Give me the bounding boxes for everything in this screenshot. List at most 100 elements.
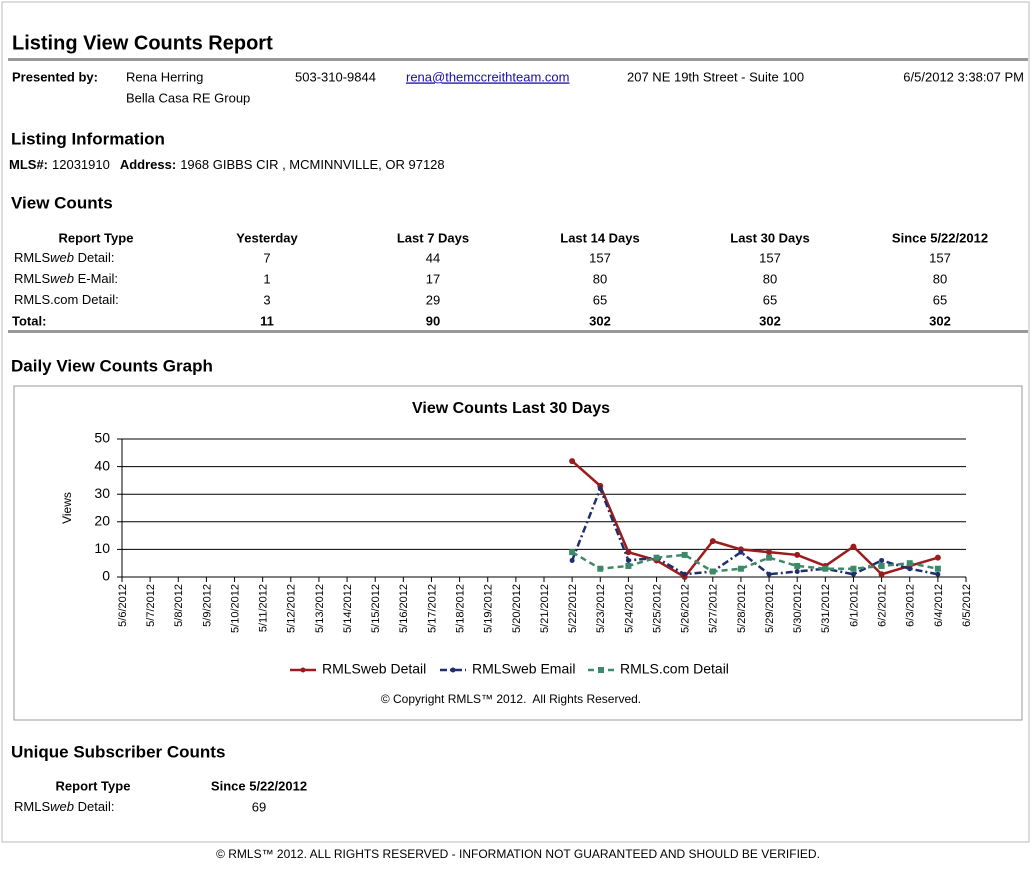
column-header: Report Type <box>56 778 131 793</box>
series-line <box>571 551 939 573</box>
row-label-part: RMLS <box>14 799 50 814</box>
chart-frame <box>13 385 1023 721</box>
x-tick-label: 5/11/2012 <box>258 584 270 632</box>
table-cell: 65 <box>933 292 947 307</box>
point <box>625 549 632 556</box>
point <box>794 551 801 558</box>
point <box>850 571 856 577</box>
column-header: Since 5/22/2012 <box>892 230 988 245</box>
presented-by-label: Presented by: <box>12 69 98 84</box>
point <box>934 554 941 561</box>
table-cell: 29 <box>426 292 440 307</box>
point <box>766 549 773 556</box>
address-label: Address: <box>120 157 176 172</box>
x-tick-label: 5/27/2012 <box>708 584 720 633</box>
total-cell: 302 <box>759 313 781 328</box>
row-label-part: Detail: <box>74 250 114 265</box>
row-label-part: E-Mail: <box>74 271 118 286</box>
generated-date: 6/5/2012 3:38:07 PM <box>903 69 1024 84</box>
table-cell: 80 <box>763 271 777 286</box>
table-cell: 65 <box>763 292 777 307</box>
x-tick-label: 5/10/2012 <box>229 584 241 633</box>
table-cell: 7 <box>263 250 270 265</box>
row-label: RMLS.com Detail: <box>14 292 119 307</box>
section-heading: Unique Subscriber Counts <box>11 742 225 761</box>
column-header: Report Type <box>59 230 134 245</box>
point <box>906 560 913 567</box>
page-border <box>1 1 1030 843</box>
x-tick-label: 5/25/2012 <box>651 584 663 633</box>
point <box>569 458 576 465</box>
footer-note: © RMLS™ 2012. ALL RIGHTS RESERVED - INFO… <box>216 847 820 861</box>
row-label: RMLSweb E-Mail: <box>14 271 118 286</box>
legend-marker <box>300 667 306 673</box>
x-tick-label: 5/19/2012 <box>483 584 495 633</box>
x-tick-label: 5/22/2012 <box>567 584 579 633</box>
x-tick-label: 5/8/2012 <box>173 584 185 627</box>
point <box>681 551 688 558</box>
point <box>709 538 716 545</box>
report-title: Listing View Counts Report <box>12 32 273 54</box>
point <box>907 566 913 572</box>
legend-label: RMLSweb Email <box>472 661 575 677</box>
point <box>682 571 688 577</box>
x-tick-label: 5/28/2012 <box>736 584 748 633</box>
row-label-part: web <box>50 799 74 814</box>
row-label-part: RMLS <box>14 250 50 265</box>
point <box>597 486 603 492</box>
chart-title: View Counts Last 30 Days <box>412 400 610 417</box>
point <box>879 557 885 563</box>
row-label-part: Detail: <box>74 799 114 814</box>
column-header: Yesterday <box>236 230 298 245</box>
point <box>850 565 857 572</box>
row-label: RMLSweb Detail: <box>14 250 114 265</box>
point <box>935 571 941 577</box>
total-cell: 302 <box>929 313 951 328</box>
table-cell: 3 <box>263 292 270 307</box>
table-cell: 69 <box>252 799 266 814</box>
y-axis-label: Views <box>60 492 74 524</box>
agent-email[interactable]: rena@themccreithteam.com <box>406 69 569 84</box>
legend-marker <box>598 667 604 673</box>
agent-name: Rena Herring <box>126 69 203 84</box>
total-cell: 302 <box>589 313 611 328</box>
column-header: Last 7 Days <box>397 230 469 245</box>
x-tick-label: 5/17/2012 <box>426 584 438 633</box>
point <box>569 549 576 556</box>
x-tick-label: 5/14/2012 <box>342 584 354 633</box>
x-tick-label: 5/9/2012 <box>201 584 213 627</box>
x-tick-label: 6/3/2012 <box>905 584 917 627</box>
legend-label: RMLS.com Detail <box>620 661 729 677</box>
point <box>738 549 744 555</box>
table-cell: 17 <box>426 271 440 286</box>
mls-number: 12031910 <box>52 157 110 172</box>
column-header: Last 30 Days <box>730 230 810 245</box>
total-cell: 90 <box>426 313 440 328</box>
x-tick-label: 5/21/2012 <box>539 584 551 633</box>
y-tick-label: 0 <box>102 568 110 584</box>
row-label-part: web <box>50 271 74 286</box>
x-tick-label: 6/2/2012 <box>877 584 889 627</box>
x-tick-label: 5/15/2012 <box>370 584 382 633</box>
series-line <box>571 460 939 579</box>
point <box>766 571 772 577</box>
table-cell: 1 <box>263 271 270 286</box>
point <box>737 565 744 572</box>
table-rule <box>8 330 1028 333</box>
x-tick-label: 5/6/2012 <box>117 584 129 627</box>
point <box>878 562 885 569</box>
agent-office: Bella Casa RE Group <box>126 90 250 105</box>
section-heading: Daily View Counts Graph <box>11 356 213 375</box>
point <box>822 565 829 572</box>
office-address: 207 NE 19th Street - Suite 100 <box>627 69 804 84</box>
row-label-part: web <box>50 250 74 265</box>
chart-copyright: © Copyright RMLS™ 2012. All Rights Reser… <box>381 692 641 706</box>
x-tick-label: 5/29/2012 <box>764 584 776 633</box>
row-label: RMLSweb Detail: <box>14 799 114 814</box>
table-cell: 80 <box>933 271 947 286</box>
x-tick-label: 5/31/2012 <box>820 584 832 633</box>
x-tick-label: 5/26/2012 <box>680 584 692 633</box>
point <box>653 554 660 561</box>
x-tick-label: 5/16/2012 <box>398 584 410 633</box>
